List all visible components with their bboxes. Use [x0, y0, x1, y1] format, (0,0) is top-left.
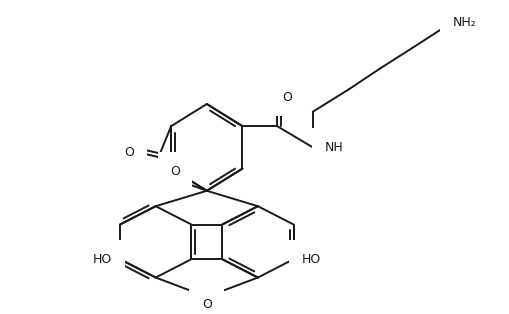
Text: O: O [125, 146, 134, 159]
Text: O: O [281, 91, 291, 104]
Text: NH₂: NH₂ [452, 16, 475, 29]
Text: NH: NH [324, 141, 343, 154]
Text: O: O [169, 165, 180, 178]
Text: HO: HO [93, 253, 112, 266]
Text: HO: HO [301, 253, 320, 266]
Text: O: O [202, 298, 211, 311]
